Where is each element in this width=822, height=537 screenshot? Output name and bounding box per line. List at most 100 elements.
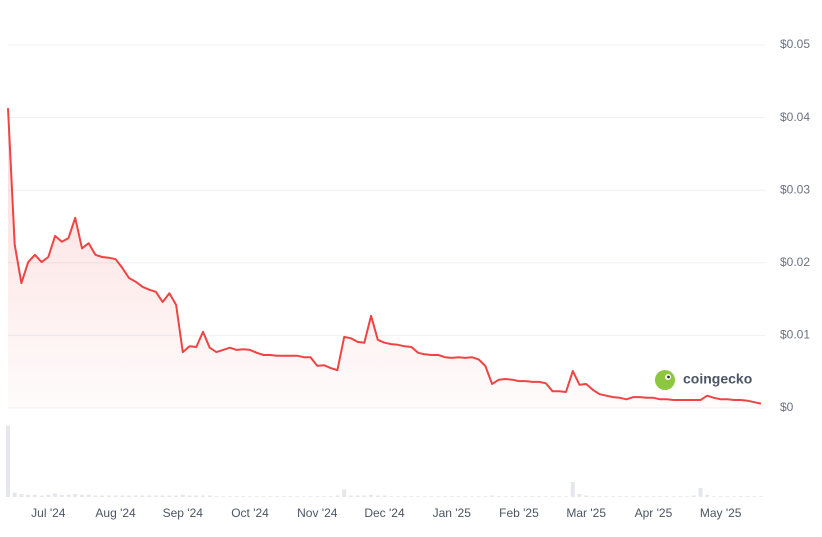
volume-bar (698, 488, 703, 497)
volume-bar (617, 496, 622, 497)
volume-bar (395, 496, 400, 497)
volume-bar (570, 482, 575, 497)
volume-bar (93, 495, 98, 497)
price-area (8, 108, 761, 408)
volume-bar (449, 496, 454, 497)
volume-bar (221, 496, 226, 497)
x-tick-label: Sep '24 (163, 506, 204, 520)
volume-bar (342, 489, 347, 497)
volume-bar (611, 496, 616, 497)
volume-bar (597, 496, 602, 497)
volume-bar (705, 494, 710, 497)
volume-bar (281, 496, 286, 497)
volume-bar (644, 496, 649, 497)
volume-bar (738, 496, 743, 497)
volume-bar (557, 496, 562, 497)
volume-bar (19, 494, 24, 497)
volume-bar (53, 493, 58, 497)
volume-bar (752, 496, 757, 497)
volume-bar (308, 496, 313, 497)
y-tick-label: $0 (780, 400, 794, 414)
volume-bar (335, 495, 340, 497)
volume-bar (234, 496, 239, 497)
y-tick-label: $0.05 (780, 37, 810, 51)
volume-bar (39, 495, 44, 497)
volume-bar (510, 496, 515, 497)
volume-bar (436, 496, 441, 497)
volume-bar (691, 495, 696, 497)
x-tick-label: Nov '24 (297, 506, 338, 520)
volume-bar (227, 496, 232, 497)
volume-bar (631, 496, 636, 497)
x-tick-label: Feb '25 (499, 506, 539, 520)
volume-bar (174, 495, 179, 497)
volume-bar (416, 496, 421, 497)
volume-bar (503, 496, 508, 497)
volume-bar (604, 496, 609, 497)
volume-bar (66, 494, 71, 497)
volume-bar (46, 494, 51, 497)
volume-bar (476, 496, 481, 497)
volume-bar (362, 495, 367, 497)
volume-bar (241, 496, 246, 497)
volume-bar (624, 496, 629, 497)
volume-bar (248, 496, 253, 497)
volume-bar (678, 496, 683, 497)
volume-bar (759, 496, 763, 497)
volume-bar (685, 496, 690, 497)
volume-bar (127, 495, 132, 497)
x-tick-label: Jan '25 (433, 506, 472, 520)
volume-bar (402, 496, 407, 497)
volume-bar (577, 494, 582, 497)
volume-bar (516, 496, 521, 497)
volume-bar (79, 494, 84, 497)
volume-bar (483, 496, 488, 497)
volume-bar (658, 496, 663, 497)
volume-bar (106, 495, 111, 497)
volume-bar (133, 495, 138, 497)
volume-bar (584, 495, 589, 497)
volume-bar (12, 492, 17, 497)
volume-bar (288, 496, 293, 497)
volume-bar (732, 496, 737, 497)
volume-bar (140, 495, 145, 497)
volume-bar (214, 496, 219, 497)
volume-bar (180, 494, 185, 497)
volume-bar (664, 496, 669, 497)
x-tick-label: Jul '24 (31, 506, 66, 520)
x-tick-label: Aug '24 (95, 506, 136, 520)
volume-bar (86, 494, 91, 497)
volume-bar (315, 496, 320, 497)
volume-bar (671, 496, 676, 497)
volume-bar (268, 496, 273, 497)
volume-bar (456, 496, 461, 497)
volume-bar (523, 496, 528, 497)
volume-bar (26, 494, 31, 497)
volume-bar (530, 496, 535, 497)
watermark-logo (655, 370, 675, 390)
volume-bar (73, 494, 78, 497)
volume-bar (167, 495, 172, 497)
volume-bar (321, 496, 326, 497)
volume-bar (6, 425, 10, 497)
x-tick-label: Oct '24 (231, 506, 269, 520)
volume-bar (274, 496, 279, 497)
y-tick-label: $0.02 (780, 255, 810, 269)
volume-bar (147, 495, 152, 497)
volume-bar (490, 495, 495, 497)
volume-bar (153, 495, 158, 497)
volume-bar (745, 496, 750, 497)
volume-bar (200, 495, 205, 497)
x-tick-label: Apr '25 (635, 506, 673, 520)
volume-bar (348, 495, 353, 497)
volume-bar (637, 496, 642, 497)
volume-bar (261, 496, 266, 497)
volume-bar (207, 495, 212, 497)
x-tick-label: Mar '25 (566, 506, 606, 520)
volume-bar (369, 494, 374, 497)
y-tick-label: $0.03 (780, 182, 810, 196)
volume-bar (651, 496, 656, 497)
volume-bar (422, 496, 427, 497)
